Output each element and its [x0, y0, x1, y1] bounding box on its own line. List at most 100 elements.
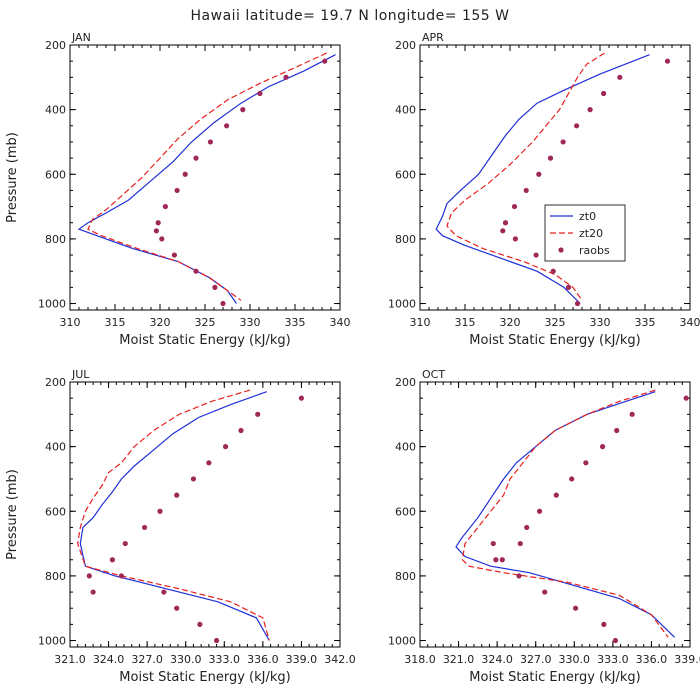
oct-raobs-point	[536, 508, 543, 514]
oct-xtick-label: 324.0	[481, 653, 513, 666]
oct-raobs-point	[493, 557, 499, 563]
jan-raobs-point	[257, 90, 263, 97]
jan-raobs-point	[220, 300, 226, 307]
apr-raobs-point	[560, 139, 566, 145]
oct-raobs-point	[569, 476, 575, 482]
jul-xtick-label: 342.0	[324, 653, 356, 666]
jul-ytick-label: 600	[45, 505, 66, 518]
jul-raobs-point	[206, 460, 212, 466]
apr-legend-box	[544, 204, 626, 262]
oct-xtick-label: 330.0	[559, 653, 591, 666]
jan-xtick-label: 320	[150, 316, 171, 329]
apr-xtick-label: 320	[500, 316, 521, 329]
oct-raobs-point	[612, 637, 619, 644]
legend-zt0-label: zt0	[579, 210, 596, 223]
oct-raobs-point	[572, 605, 579, 611]
jan-zt0-line	[77, 54, 336, 304]
jul-raobs-point	[161, 589, 167, 595]
apr-raobs-point	[502, 220, 509, 226]
jan-raobs-point	[153, 228, 159, 234]
jan-raobs-point	[322, 58, 328, 64]
jan-raobs-point	[159, 236, 165, 242]
apr-xtick-label: 315	[455, 316, 476, 329]
oct-raobs-point	[599, 444, 606, 450]
apr-raobs-point	[664, 58, 671, 64]
apr-raobs-point	[617, 74, 623, 80]
jul-xtick-label: 321.0	[54, 653, 86, 666]
jul-raobs-point	[109, 557, 116, 563]
apr-xtick-label: 310	[410, 316, 431, 329]
apr-raobs-point	[587, 107, 593, 113]
jan-raobs-point	[212, 284, 218, 290]
jul-raobs-point	[157, 508, 163, 514]
jul-panel-title: JUL	[71, 368, 90, 381]
apr-xtick-label: 340	[680, 316, 700, 329]
apr-raobs-point	[533, 252, 539, 258]
jul-xtick-label: 339.0	[286, 653, 318, 666]
jan-raobs-point	[283, 74, 289, 80]
apr-ytick-label: 1000	[388, 298, 416, 311]
jan-raobs-point	[207, 139, 213, 145]
oct-ytick-label: 200	[395, 376, 416, 389]
apr-zt20-line	[446, 52, 605, 301]
jan-raobs-point	[182, 171, 188, 177]
oct-raobs-point	[553, 492, 559, 498]
jul-xtick-label: 336.0	[247, 653, 279, 666]
jul-xtick-label: 333.0	[209, 653, 241, 666]
jan-xtick-label: 330	[240, 316, 261, 329]
legend-zt20-label: zt20	[579, 227, 603, 240]
jul-raobs-point	[118, 573, 125, 579]
jul-xtick-label: 330.0	[170, 653, 202, 666]
jan-xtick-label: 315	[105, 316, 126, 329]
jan-xtick-label: 335	[285, 316, 306, 329]
jul-xtick-label: 324.0	[93, 653, 125, 666]
jan-xtick-label: 340	[330, 316, 351, 329]
jul-ytick-label: 400	[45, 441, 66, 454]
jul-raobs-point	[238, 427, 244, 434]
jul-x-axis-label: Moist Static Energy (kJ/kg)	[119, 670, 290, 685]
jan-plot-frame	[69, 44, 341, 311]
oct-raobs-point	[583, 460, 589, 466]
oct-raobs-point	[614, 427, 620, 434]
jan-ytick-label: 600	[45, 168, 66, 181]
apr-raobs-point	[574, 300, 581, 307]
apr-raobs-point	[500, 228, 506, 234]
jan-raobs-point	[171, 252, 177, 258]
oct-raobs-point	[499, 557, 505, 563]
jul-raobs-point	[141, 524, 148, 531]
apr-raobs-point	[550, 268, 556, 274]
jul-raobs-point	[222, 444, 229, 450]
jan-xtick-label: 310	[60, 316, 81, 329]
oct-raobs-point	[517, 540, 523, 547]
legend-raobs-marker	[558, 247, 564, 253]
jul-ytick-label: 800	[45, 570, 66, 583]
oct-xtick-label: 339.0	[674, 653, 700, 666]
jul-raobs-point	[190, 476, 197, 482]
apr-xtick-label: 330	[590, 316, 611, 329]
jan-raobs-point	[193, 155, 199, 161]
legend-raobs-label: raobs	[579, 244, 610, 257]
apr-zt0-line	[435, 54, 650, 304]
apr-raobs-point	[536, 171, 542, 177]
oct-plot-frame	[419, 381, 691, 648]
oct-raobs-point	[524, 524, 530, 531]
jul-raobs-point	[174, 492, 180, 498]
oct-xtick-label: 327.0	[520, 653, 552, 666]
oct-raobs-point	[516, 573, 522, 579]
apr-x-axis-label: Moist Static Energy (kJ/kg)	[469, 333, 640, 348]
jan-raobs-point	[224, 123, 230, 129]
apr-raobs-point	[511, 203, 518, 210]
apr-xtick-label: 335	[635, 316, 656, 329]
apr-ytick-label: 600	[395, 168, 416, 181]
apr-raobs-point	[547, 155, 554, 161]
jan-ytick-label: 200	[45, 39, 66, 52]
oct-raobs-point	[683, 395, 689, 401]
jan-raobs-point	[193, 268, 199, 274]
oct-xtick-label: 318.0	[404, 653, 436, 666]
oct-zt20-line	[461, 389, 669, 638]
jan-ytick-label: 400	[45, 104, 66, 117]
oct-raobs-point	[542, 589, 548, 595]
jul-ytick-label: 200	[45, 376, 66, 389]
oct-ytick-label: 400	[395, 441, 416, 454]
